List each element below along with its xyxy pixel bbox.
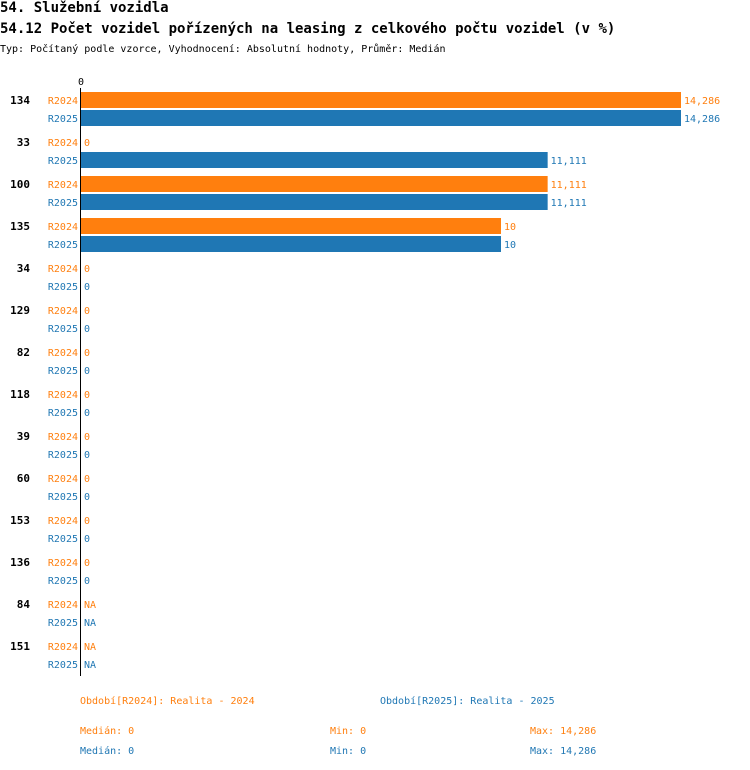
series-label-r2024: R2024 [48, 348, 78, 359]
bar-r2025 [81, 110, 681, 126]
stat-min-r2025: Min: 0 [330, 746, 367, 757]
data-label-r2024: NA [84, 600, 96, 611]
category-label: 100 [10, 178, 30, 191]
data-label-r2025: 14,286 [684, 114, 720, 125]
data-label-r2025: NA [84, 660, 96, 671]
category-label: 135 [10, 220, 30, 233]
data-label-r2025: 0 [84, 408, 90, 419]
data-label-r2024: 0 [84, 558, 90, 569]
series-label-r2024: R2024 [48, 516, 78, 527]
stat-max-r2025: Max: 14,286 [530, 746, 597, 757]
series-label-r2024: R2024 [48, 432, 78, 443]
data-label-r2024: 0 [84, 390, 90, 401]
data-label-r2024: 10 [504, 222, 516, 233]
category-label: 136 [10, 556, 30, 569]
data-label-r2025: 0 [84, 366, 90, 377]
data-label-r2025: 0 [84, 576, 90, 587]
data-label-r2024: 0 [84, 516, 90, 527]
data-label-r2024: 0 [84, 432, 90, 443]
series-label-r2025: R2025 [48, 450, 78, 461]
data-label-r2025: 11,111 [551, 156, 587, 167]
data-label-r2024: 0 [84, 474, 90, 485]
bar-r2024 [81, 176, 548, 192]
legend-r2024: Období[R2024]: Realita - 2024 [80, 696, 255, 707]
series-label-r2024: R2024 [48, 390, 78, 401]
series-label-r2025: R2025 [48, 198, 78, 209]
series-label-r2025: R2025 [48, 156, 78, 167]
series-label-r2024: R2024 [48, 138, 78, 149]
series-label-r2025: R2025 [48, 240, 78, 251]
data-label-r2025: NA [84, 618, 96, 629]
series-label-r2025: R2025 [48, 282, 78, 293]
category-label: 84 [17, 598, 31, 611]
series-label-r2025: R2025 [48, 114, 78, 125]
data-label-r2024: 0 [84, 348, 90, 359]
data-label-r2024: 14,286 [684, 96, 720, 107]
category-label: 34 [17, 262, 31, 275]
category-label: 60 [17, 472, 30, 485]
series-label-r2024: R2024 [48, 222, 78, 233]
series-label-r2024: R2024 [48, 558, 78, 569]
series-label-r2025: R2025 [48, 576, 78, 587]
series-label-r2025: R2025 [48, 408, 78, 419]
category-label: 151 [10, 640, 30, 653]
series-label-r2025: R2025 [48, 660, 78, 671]
series-label-r2024: R2024 [48, 600, 78, 611]
bar-r2025 [81, 152, 548, 168]
stat-median-r2025: Medián: 0 [80, 746, 135, 757]
data-label-r2025: 0 [84, 450, 90, 461]
category-label: 39 [17, 430, 30, 443]
chart-meta: Typ: Počítaný podle vzorce, Vyhodnocení:… [0, 44, 446, 55]
data-label-r2025: 0 [84, 324, 90, 335]
axis-zero-label: 0 [78, 77, 84, 88]
stat-max-r2024: Max: 14,286 [530, 726, 597, 737]
data-label-r2024: 0 [84, 264, 90, 275]
series-label-r2024: R2024 [48, 264, 78, 275]
bar-r2024 [81, 218, 501, 234]
series-label-r2024: R2024 [48, 180, 78, 191]
category-label: 82 [17, 346, 30, 359]
category-label: 118 [10, 388, 30, 401]
series-label-r2024: R2024 [48, 642, 78, 653]
series-label-r2025: R2025 [48, 534, 78, 545]
series-label-r2025: R2025 [48, 618, 78, 629]
chart-subtitle: 54.12 Počet vozidel pořízených na leasin… [0, 21, 616, 37]
legend-r2025: Období[R2025]: Realita - 2025 [380, 696, 555, 707]
series-label-r2024: R2024 [48, 474, 78, 485]
category-label: 33 [17, 136, 30, 149]
data-label-r2025: 10 [504, 240, 516, 251]
data-label-r2025: 11,111 [551, 198, 587, 209]
data-label-r2024: 0 [84, 306, 90, 317]
bar-r2025 [81, 194, 548, 210]
data-label-r2024: 11,111 [551, 180, 587, 191]
series-label-r2024: R2024 [48, 306, 78, 317]
data-label-r2024: NA [84, 642, 96, 653]
data-label-r2025: 0 [84, 492, 90, 503]
data-label-r2024: 0 [84, 138, 90, 149]
category-label: 134 [10, 94, 30, 107]
bar-r2025 [81, 236, 501, 252]
stat-min-r2024: Min: 0 [330, 726, 367, 737]
bar-r2024 [81, 92, 681, 108]
series-label-r2025: R2025 [48, 324, 78, 335]
series-label-r2025: R2025 [48, 366, 78, 377]
category-label: 153 [10, 514, 30, 527]
stat-median-r2024: Medián: 0 [80, 726, 135, 737]
data-label-r2025: 0 [84, 534, 90, 545]
category-label: 129 [10, 304, 30, 317]
page-title: 54. Služební vozidla [0, 0, 169, 16]
series-label-r2024: R2024 [48, 96, 78, 107]
data-label-r2025: 0 [84, 282, 90, 293]
series-label-r2025: R2025 [48, 492, 78, 503]
